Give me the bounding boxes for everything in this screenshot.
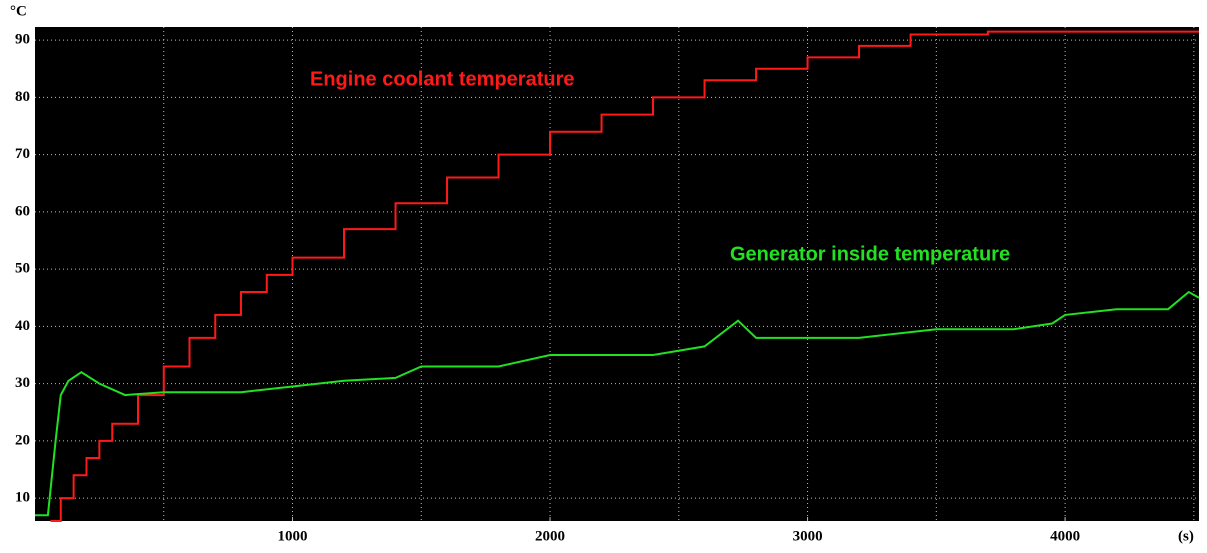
y-tick-label: 20 (15, 432, 30, 448)
series-line (35, 290, 1200, 517)
y-tick-label: 50 (15, 261, 30, 277)
x-tick-label: 3000 (793, 528, 823, 544)
x-tick-label: 2000 (535, 528, 565, 544)
y-tick-label: 70 (15, 146, 30, 162)
y-tick-label: 40 (15, 318, 30, 334)
y-tick-label: 60 (15, 203, 30, 219)
y-tick-label: 30 (15, 375, 30, 391)
plot-background (35, 27, 1199, 521)
x-tick-label: 4000 (1050, 528, 1080, 544)
series-annotation: Generator inside temperature (730, 243, 1010, 265)
y-tick-label: 80 (15, 89, 30, 105)
series-line (50, 30, 1199, 522)
series-annotation: Engine coolant temperature (310, 68, 575, 90)
x-unit: (s) (1178, 528, 1194, 544)
y-tick-label: 90 (15, 32, 30, 48)
y-tick-label: 10 (15, 490, 30, 506)
x-tick-label: 1000 (278, 528, 308, 544)
y-unit: °C (10, 3, 27, 19)
